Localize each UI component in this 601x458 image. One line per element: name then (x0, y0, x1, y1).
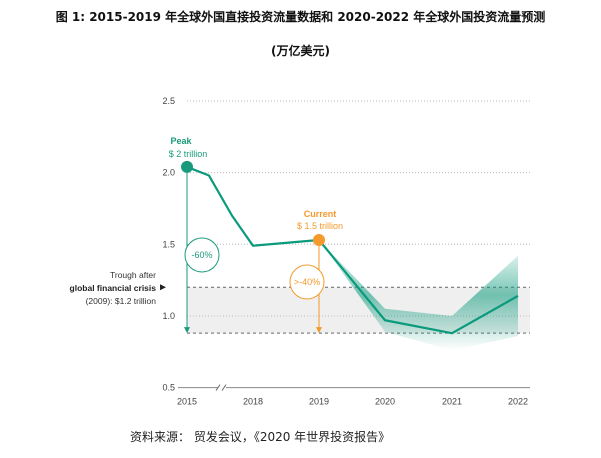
x-tick-label: 2019 (309, 397, 329, 407)
arrow-head-icon (316, 327, 322, 334)
trough-label-2: global financial crisis (70, 283, 157, 293)
x-tick-label: 2015 (177, 397, 197, 407)
peak-value: $ 2 trillion (169, 149, 208, 159)
y-tick-label: 1.0 (162, 311, 175, 321)
current-title: Current (304, 209, 337, 219)
source-note: 资料来源： 贸发会议，《2020 年世界投资报告》 (130, 430, 391, 444)
arrow-head-icon (184, 327, 190, 334)
trough-label-3: (2009): $1.2 trillion (86, 296, 157, 306)
trough-pointer-icon (160, 284, 166, 291)
current-value: $ 1.5 trillion (297, 221, 343, 231)
y-tick-label: 1.5 (162, 239, 175, 249)
fdi-series-line (186, 165, 519, 335)
axis-break-gap (218, 383, 226, 392)
y-tick-label: 2.0 (162, 168, 175, 178)
peak-title: Peak (170, 136, 192, 146)
unit-label: (万亿美元) (271, 44, 330, 58)
trough-label-1: Trough after (110, 270, 156, 280)
peak-change-circle (184, 237, 220, 273)
current-change-circle (289, 264, 325, 300)
x-tick-label: 2022 (508, 397, 528, 407)
figure-title: 图 1: 2015-2019 年全球外国直接投资流量数据和 2020-2022 … (55, 10, 546, 24)
current-marker (313, 234, 325, 247)
axis-break-icon (215, 384, 227, 391)
x-tick-label: 2018 (243, 397, 263, 407)
x-tick-label: 2021 (442, 397, 462, 407)
x-tick-label: 2020 (375, 397, 395, 407)
current-change-label: >-40% (294, 277, 320, 287)
y-tick-label: 0.5 (162, 383, 175, 393)
peak-marker (181, 160, 193, 173)
y-tick-label: 2.5 (162, 96, 175, 106)
peak-change-label: -60% (191, 250, 212, 260)
